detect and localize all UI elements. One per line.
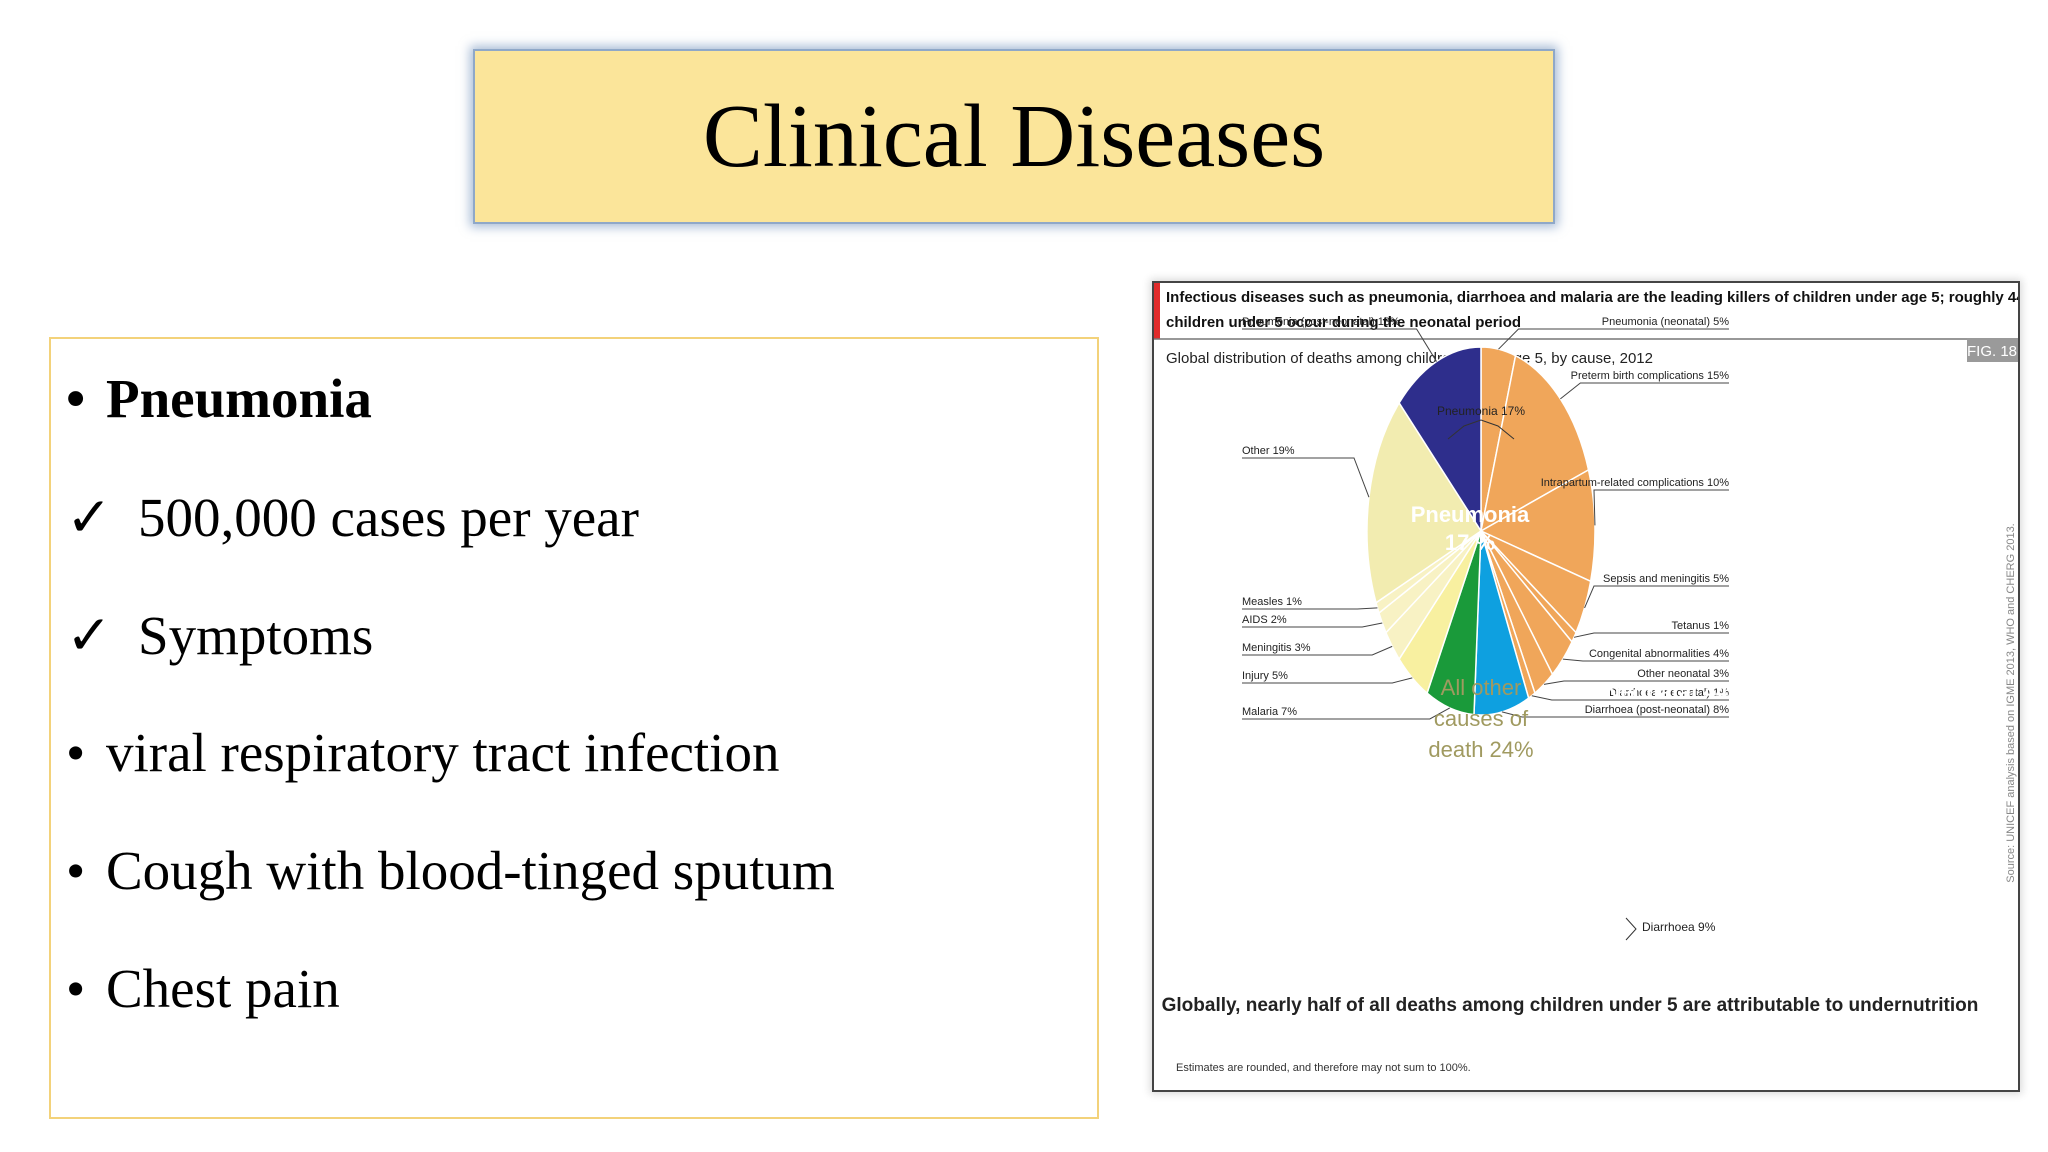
outer-label: Pneumonia (post-neonatal) 13% [1242, 316, 1400, 328]
pneumonia-bracket [1447, 419, 1515, 440]
other-inner-label-2: causes of [1434, 706, 1529, 731]
leader-line [1242, 328, 1437, 362]
leader-line [1242, 677, 1413, 684]
leader-line [1543, 680, 1729, 685]
leader-line [1562, 658, 1729, 662]
line-text: Chest pain [106, 958, 340, 1019]
header-accent-bar [1154, 283, 1160, 339]
slide-content-box: • Pneumonia ✓ 500,000 cases per year ✓ Symp… [49, 337, 1099, 1119]
line-text: Symptoms [138, 605, 374, 666]
outer-label: Malaria 7% [1242, 706, 1297, 718]
diarrhoea-bracket [1625, 917, 1637, 941]
bullet-icon: • [66, 958, 86, 1019]
leader-line [1593, 489, 1729, 526]
checkmark-icon: ✓ [66, 487, 113, 548]
figure-header-line-1: Infectious diseases such as pneumonia, d… [1166, 289, 2018, 306]
outer-label: Pneumonia (neonatal) 5% [1602, 316, 1729, 328]
figure-footnote: Estimates are rounded, and therefore may… [1176, 1062, 1471, 1074]
figure-source: Source: UNICEF analysis based on IGME 20… [2005, 523, 2017, 883]
other-inner-label-3: death 24% [1428, 737, 1533, 762]
bullet-line-pneumonia: • Pneumonia [66, 367, 372, 430]
pneumonia-inner-label-2: 17 % [1445, 530, 1495, 555]
line-text: 500,000 cases per year [138, 487, 639, 548]
bullet-icon: • [66, 722, 86, 783]
leader-line [1242, 707, 1451, 720]
bullet-line-viral: • viral respiratory tract infection [66, 721, 779, 784]
outer-label: Diarrhoea (post-neonatal) 8% [1585, 704, 1730, 716]
outer-label: Intrapartum-related complications 10% [1541, 477, 1730, 489]
other-inner-label-1: All other [1441, 675, 1522, 700]
check-line-symptoms: ✓ Symptoms [66, 603, 373, 667]
outer-label: Injury 5% [1242, 670, 1288, 682]
pneumonia-group-label: Pneumonia 17% [1437, 404, 1525, 418]
outer-label: Congenital abnormalities 4% [1589, 648, 1729, 660]
pie-slice-other [1366, 401, 1483, 604]
leader-line [1242, 607, 1378, 610]
fig-tag-box [1967, 338, 2018, 362]
outer-label: Sepsis and meningitis 5% [1603, 573, 1729, 585]
outer-label: Preterm birth complications 15% [1571, 370, 1730, 382]
figure-svg: Infectious diseases such as pneumonia, d… [1154, 283, 2018, 1074]
slide-title: Clinical Diseases [702, 87, 1326, 186]
pie-slice-intrapartum-related-complications [1479, 468, 1596, 583]
bullet-icon: • [66, 368, 86, 429]
leader-line [1242, 457, 1370, 498]
leader-line [1560, 382, 1729, 400]
outer-label: Diarrhoea (neonatal) 1% [1609, 687, 1729, 699]
figure-header-line-2: children under 5 occur during the neonat… [1166, 314, 1521, 331]
bullet-icon: • [66, 840, 86, 901]
bullet-line-chest-pain: • Chest pain [66, 957, 340, 1020]
unicef-figure: Infectious diseases such as pneumonia, d… [1152, 281, 2020, 1092]
slide-title-box: Clinical Diseases [473, 49, 1555, 224]
outer-label: Other neonatal 3% [1637, 668, 1729, 680]
neonatal-inner-label: Neonatal 44% [1604, 679, 1747, 704]
checkmark-icon: ✓ [66, 605, 113, 666]
leader-line [1498, 328, 1729, 350]
outer-label: Measles 1% [1242, 596, 1302, 608]
pneumonia-inner-label-1: Pneumonia [1411, 502, 1530, 527]
figure-subtitle: Global distribution of deaths among chil… [1166, 350, 1653, 367]
leader-line [1573, 632, 1729, 638]
line-text: Cough with blood-tinged sputum [106, 840, 835, 901]
check-line-cases: ✓ 500,000 cases per year [66, 485, 639, 549]
bullet-line-cough: • Cough with blood-tinged sputum [66, 839, 835, 902]
leader-line [1501, 711, 1729, 718]
pie-leader-lines: Pneumonia (neonatal) 5% Preterm birth com… [1242, 316, 1730, 720]
outer-label: Tetanus 1% [1672, 620, 1730, 632]
leader-line [1584, 585, 1729, 609]
diarrhoea-inner-label: Diarrhoea 9% [1600, 770, 1654, 913]
line-text: viral respiratory tract infection [106, 722, 780, 783]
outer-label: Other 19% [1242, 445, 1295, 457]
diarrhoea-group-label: Diarrhoea 9% [1642, 920, 1716, 934]
fig-tag: FIG. 18 [1967, 343, 2017, 360]
leader-line [1242, 645, 1393, 656]
leader-line [1242, 622, 1383, 628]
outer-label: Meningitis 3% [1242, 642, 1311, 654]
line-text: Pneumonia [106, 368, 372, 429]
outer-label: AIDS 2% [1242, 614, 1287, 626]
pie-chart [1366, 346, 1596, 716]
pie-slice-diarrhoea-post-neonatal [1473, 530, 1530, 716]
leader-line [1531, 695, 1729, 701]
malaria-inner-label: Malaria 7% [1531, 791, 1590, 907]
figure-footer: Globally, nearly half of all deaths amon… [1162, 995, 1979, 1016]
